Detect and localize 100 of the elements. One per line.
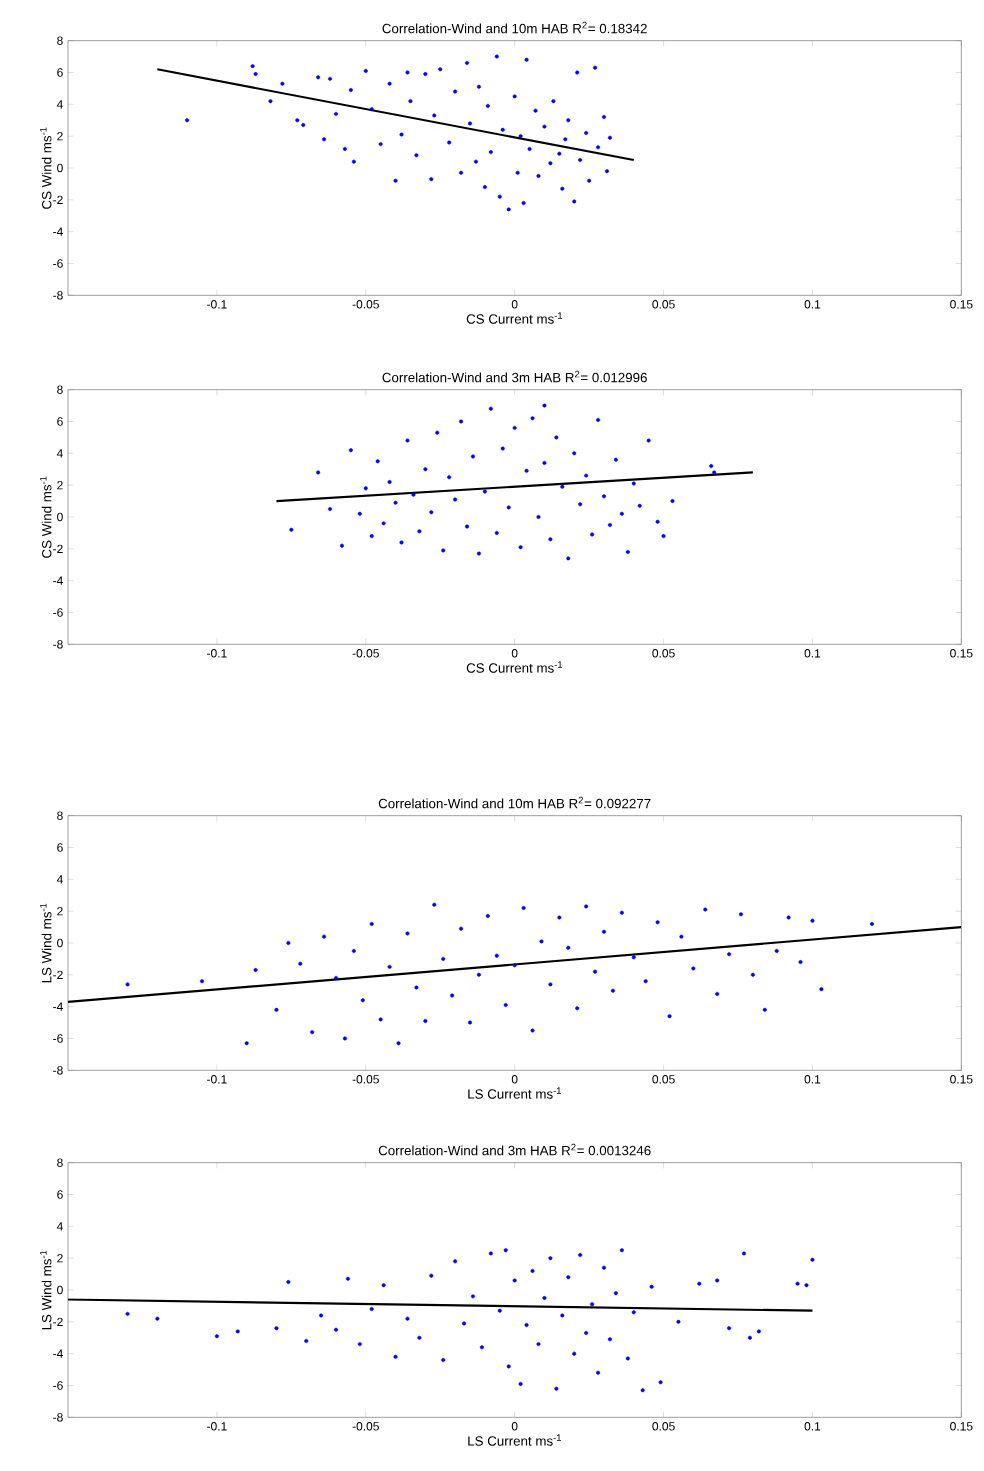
chart-title: Correlation-Wind and 10m HAB R$^{2}$= 0.092277	[378, 796, 651, 809]
point	[613, 457, 618, 462]
point	[506, 505, 511, 510]
point	[643, 979, 648, 984]
y-tick-label: 8	[57, 385, 63, 394]
y-tick-label: -6	[53, 608, 63, 617]
point	[566, 945, 571, 950]
point	[596, 1370, 601, 1375]
point	[578, 502, 583, 507]
point	[557, 915, 562, 920]
point	[542, 460, 547, 465]
point	[625, 1356, 630, 1361]
y-tick-label: -8	[53, 640, 63, 649]
point	[518, 1381, 523, 1386]
x-tick-label: -0.1	[207, 649, 227, 658]
point	[524, 1323, 529, 1328]
point	[441, 548, 446, 553]
y-tick-label: 8	[57, 1158, 63, 1167]
point	[750, 972, 755, 977]
x-tick-label: -0.05	[352, 300, 379, 309]
point	[762, 1007, 767, 1012]
y-tick-label: 0	[57, 512, 63, 522]
y-tick-label: -2	[53, 195, 63, 205]
point	[560, 1313, 565, 1318]
y-tick-label: 4	[56, 875, 63, 884]
point	[348, 448, 353, 453]
point	[125, 1311, 130, 1316]
point	[363, 486, 368, 491]
point	[741, 1251, 746, 1256]
point	[345, 1276, 350, 1281]
point	[357, 1342, 362, 1347]
point	[334, 1327, 338, 1332]
x-tick-label: 0.05	[652, 649, 675, 658]
point	[155, 1316, 160, 1321]
x-axis-title: LS Current ms$^{-1}$	[468, 1087, 561, 1099]
point	[200, 979, 204, 984]
x-tick-label: -0.05	[352, 1075, 379, 1084]
y-tick-label: -8	[53, 291, 63, 300]
point	[601, 929, 606, 934]
x-axis-title: CS Current ms$^{-1}$	[466, 312, 563, 324]
point	[423, 467, 428, 472]
x-tick-label: 0.05	[652, 1422, 675, 1431]
point	[619, 1248, 624, 1253]
point	[869, 921, 874, 926]
y-tick-label: 2	[57, 1253, 63, 1263]
point	[631, 955, 636, 960]
point	[572, 1351, 577, 1356]
point	[658, 1380, 663, 1385]
point	[470, 454, 475, 459]
point	[542, 403, 547, 408]
x-tick-label: 0	[511, 1422, 518, 1431]
x-axis-title: CS Current ms$^{-1}$	[466, 661, 563, 673]
y-axis-title: LS Wind ms$^{-1}$	[40, 903, 52, 983]
y-tick-label: 0	[57, 938, 63, 948]
point	[310, 1030, 315, 1035]
point	[506, 1364, 511, 1369]
y-tick-label: 2	[57, 906, 63, 916]
point	[810, 1257, 815, 1262]
y-tick-label: 8	[57, 36, 63, 45]
point	[548, 537, 553, 542]
point	[476, 551, 481, 556]
point	[601, 1265, 606, 1270]
point	[539, 939, 544, 944]
x-tick-label: 0.05	[652, 1075, 675, 1084]
point	[322, 934, 327, 939]
point	[396, 1041, 401, 1046]
point	[530, 416, 535, 421]
y-tick-label: 0	[57, 1285, 63, 1295]
point	[369, 921, 374, 926]
point	[214, 1334, 219, 1339]
point	[328, 507, 333, 512]
y-tick-label: 0	[57, 163, 63, 173]
point	[465, 524, 470, 529]
point	[286, 940, 291, 945]
y-axis-title: CS Wind ms$^{-1}$	[40, 476, 52, 558]
point	[590, 532, 595, 537]
point	[703, 907, 708, 912]
point	[530, 1028, 535, 1033]
point	[819, 987, 824, 992]
point	[453, 497, 458, 502]
point	[727, 952, 732, 957]
point	[405, 931, 410, 936]
y-tick-label: 8	[57, 811, 63, 820]
point	[566, 556, 571, 561]
point	[566, 1275, 571, 1280]
point	[253, 968, 258, 973]
point	[536, 1342, 541, 1347]
point	[798, 960, 803, 965]
point	[441, 956, 446, 961]
point	[417, 1335, 422, 1340]
point	[625, 550, 630, 555]
x-tick-label: -0.1	[207, 1075, 227, 1084]
point	[670, 499, 675, 504]
point	[601, 494, 606, 499]
x-tick-label: 0.05	[652, 300, 675, 309]
point	[691, 966, 696, 971]
point	[387, 964, 392, 969]
point	[429, 1273, 434, 1278]
point	[548, 1256, 553, 1261]
point	[125, 982, 130, 987]
